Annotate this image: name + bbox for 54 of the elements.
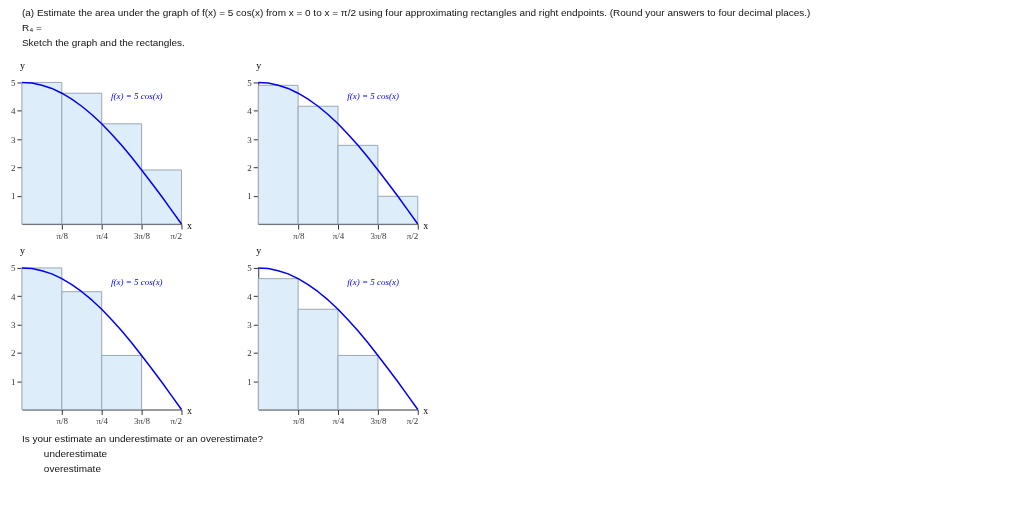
x-axis-title: x <box>186 219 192 231</box>
text: Sketch the graph and the rectangles. <box>21 36 185 48</box>
x-tick-label: π/8 <box>56 415 69 426</box>
y-tick-label: 3 <box>10 320 16 331</box>
text: f(x) = 5 cos(x) <box>347 91 399 102</box>
y-axis-title: y <box>256 245 262 257</box>
text: f(x) = 5 cos(x) <box>110 276 163 287</box>
y-tick-label: 2 <box>247 162 252 173</box>
y-tick-label: 4 <box>247 106 253 117</box>
x-tick-label: 3π/8 <box>134 230 151 241</box>
y-tick-label: 3 <box>247 320 253 331</box>
x-tick-label: π/8 <box>292 415 305 426</box>
x-tick-label: 3π/8 <box>134 415 151 426</box>
x-tick-label: π/4 <box>96 415 109 426</box>
x-tick-label: π/4 <box>332 230 345 241</box>
y-axis-title: y <box>256 60 262 72</box>
x-axis-title: x <box>423 405 429 416</box>
y-tick-label: 4 <box>247 291 253 302</box>
x-tick-label: π/2 <box>406 415 419 426</box>
y-tick-label: 5 <box>247 263 253 274</box>
text: f(x) = 5 cos(x) <box>347 276 399 287</box>
y-axis-title: y <box>19 60 25 72</box>
text: f(x) = 5 cos(x) <box>110 91 163 102</box>
x-tick-label: π/2 <box>406 230 419 241</box>
y-tick-label: 2 <box>10 162 16 173</box>
x-tick-label: π/2 <box>170 415 182 426</box>
text: R₄ = <box>21 21 42 33</box>
y-tick-label: 1 <box>247 191 252 202</box>
y-tick-label: 2 <box>10 348 16 359</box>
y-tick-label: 4 <box>10 106 16 117</box>
x-axis-title: x <box>186 405 192 416</box>
y-tick-label: 5 <box>10 77 16 88</box>
text: underestimate <box>43 448 108 460</box>
y-tick-label: 1 <box>10 376 16 387</box>
x-axis-title: x <box>423 219 429 231</box>
y-axis-title: y <box>19 245 25 257</box>
x-tick-label: 3π/8 <box>370 230 387 241</box>
y-tick-label: 5 <box>10 263 16 274</box>
x-tick-label: 3π/8 <box>370 415 387 426</box>
y-tick-label: 3 <box>10 134 16 145</box>
y-tick-label: 1 <box>10 191 16 202</box>
y-tick-label: 5 <box>247 77 253 88</box>
y-tick-label: 1 <box>247 376 252 387</box>
y-tick-label: 4 <box>10 291 16 302</box>
y-tick-label: 3 <box>247 134 253 145</box>
x-tick-label: π/2 <box>170 230 182 241</box>
x-tick-label: π/4 <box>332 415 345 426</box>
x-tick-label: π/4 <box>96 230 109 241</box>
text: Is your estimate an underestimate or an overestimate? <box>21 433 264 445</box>
x-tick-label: π/8 <box>292 230 305 241</box>
text: (a) Estimate the area under the graph of f(x) = 5 cos(x) from x = 0 to x = π/2 using four approximating rectangles and right endpoints. (Round your answers to four decimal places.) <box>21 6 811 18</box>
x-tick-label: π/8 <box>56 230 69 241</box>
y-tick-label: 2 <box>247 348 252 359</box>
text: overestimate <box>43 463 102 475</box>
